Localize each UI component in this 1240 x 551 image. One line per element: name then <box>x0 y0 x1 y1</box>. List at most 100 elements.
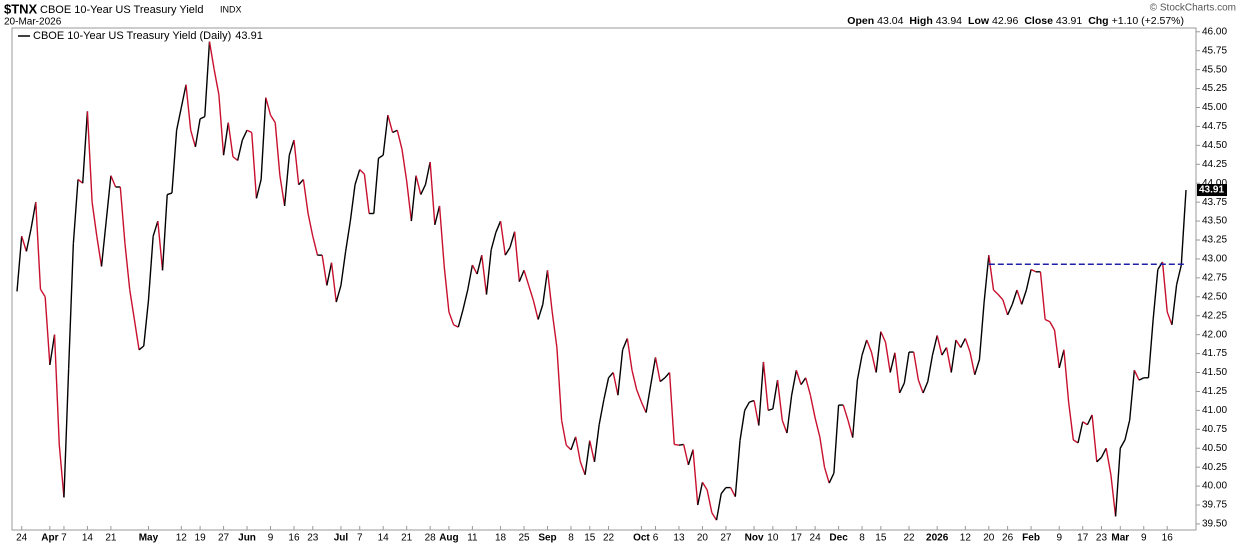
line-segment <box>1157 261 1164 270</box>
line-segment <box>161 194 168 271</box>
line-segment <box>485 249 492 295</box>
y-tick-label: 40.50 <box>1202 443 1227 454</box>
line-segment <box>532 300 539 320</box>
line-segment <box>805 377 812 396</box>
x-tick-label: 14 <box>82 533 94 544</box>
line-segment <box>1166 311 1173 326</box>
line-segment <box>157 221 164 271</box>
line-segment <box>462 289 469 310</box>
x-tick-label: Aug <box>439 533 458 544</box>
x-tick-label: 15 <box>584 533 596 544</box>
security-name: CBOE 10-Year US Treasury Yield <box>40 4 203 16</box>
line-segment <box>993 289 999 296</box>
x-tick-label: 9 <box>1056 533 1062 544</box>
line-segment <box>330 262 337 303</box>
line-segment <box>180 84 187 108</box>
line-segment <box>584 440 591 475</box>
x-tick-label: 21 <box>401 533 413 544</box>
x-tick-label: 18 <box>495 533 507 544</box>
line-segment <box>1044 318 1051 323</box>
line-segment <box>453 324 459 328</box>
y-tick-label: 41.75 <box>1202 348 1227 359</box>
line-segment <box>434 205 441 226</box>
y-tick-label: 45.50 <box>1202 64 1227 75</box>
x-tick-label: 17 <box>1077 533 1089 544</box>
line-segment <box>631 370 638 391</box>
line-segment <box>443 266 450 313</box>
line-segment <box>762 361 769 411</box>
line-segment <box>199 115 206 120</box>
x-tick-label: 17 <box>791 533 803 544</box>
x-tick-label: Oct <box>633 533 650 544</box>
line-segment <box>44 296 51 365</box>
x-tick-label: May <box>139 533 159 544</box>
y-tick-label: 43.75 <box>1202 197 1227 208</box>
line-segment <box>457 309 464 328</box>
y-tick-label: 44.75 <box>1202 121 1227 132</box>
line-segment <box>1077 421 1084 444</box>
y-tick-label: 39.50 <box>1202 519 1227 530</box>
line-segment <box>988 255 995 291</box>
x-tick-label: 27 <box>218 533 230 544</box>
line-segment <box>91 202 98 237</box>
line-segment <box>903 351 910 384</box>
line-segment <box>1110 474 1117 517</box>
line-segment <box>823 466 830 484</box>
line-segment <box>682 444 690 466</box>
x-tick-label: 9 <box>268 533 274 544</box>
line-segment <box>1171 284 1178 325</box>
line-segment <box>894 352 901 394</box>
x-tick-label: 20 <box>983 533 995 544</box>
x-tick-label: 24 <box>16 533 28 544</box>
y-tick-label: 46.00 <box>1202 26 1227 37</box>
line-segment <box>650 357 657 385</box>
x-tick-label: 24 <box>810 533 822 544</box>
x-tick-label: Jun <box>238 533 256 544</box>
x-tick-label: 27 <box>720 533 732 544</box>
line-segment <box>608 372 614 379</box>
line-segment <box>720 487 727 495</box>
line-segment <box>715 493 722 521</box>
line-segment <box>185 84 192 131</box>
line-segment <box>866 339 873 353</box>
line-segment <box>1100 447 1107 458</box>
line-segment <box>128 289 136 320</box>
line-segment <box>236 139 244 161</box>
line-segment <box>955 339 962 348</box>
stat-label: Low <box>968 15 990 27</box>
line-segment <box>30 202 37 229</box>
line-segment <box>1030 268 1037 273</box>
x-tick-label: Mar <box>1111 533 1129 544</box>
y-tick-label: 44.25 <box>1202 159 1227 170</box>
line-segment <box>856 354 863 381</box>
line-segment <box>574 436 582 462</box>
x-tick-label: 26 <box>1002 533 1014 544</box>
line-segment <box>678 443 684 446</box>
line-segment <box>35 202 42 290</box>
line-segment <box>814 417 821 438</box>
line-segment <box>293 139 300 185</box>
stat-label: Chg <box>1088 15 1108 27</box>
stat-value: 43.91 <box>1056 15 1082 27</box>
x-tick-label: 10 <box>767 533 779 544</box>
line-segment <box>565 444 572 451</box>
y-tick-label: 42.00 <box>1202 329 1227 340</box>
stat-value: 43.04 <box>877 15 903 27</box>
line-segment <box>729 487 736 498</box>
line-segment <box>143 300 150 347</box>
line-segment <box>110 175 117 188</box>
line-segment <box>781 419 788 434</box>
line-segment <box>429 161 436 225</box>
line-segment <box>974 359 981 375</box>
line-segment <box>260 97 267 180</box>
line-segment <box>1002 299 1009 316</box>
line-segment <box>105 175 112 222</box>
line-segment <box>847 420 854 438</box>
stat-label: Open <box>847 15 874 27</box>
line-segment <box>880 331 887 343</box>
line-segment <box>518 270 525 282</box>
line-segment <box>786 395 793 434</box>
line-segment <box>255 179 262 199</box>
line-segment <box>1147 319 1154 378</box>
x-tick-label: Jul <box>334 533 349 544</box>
